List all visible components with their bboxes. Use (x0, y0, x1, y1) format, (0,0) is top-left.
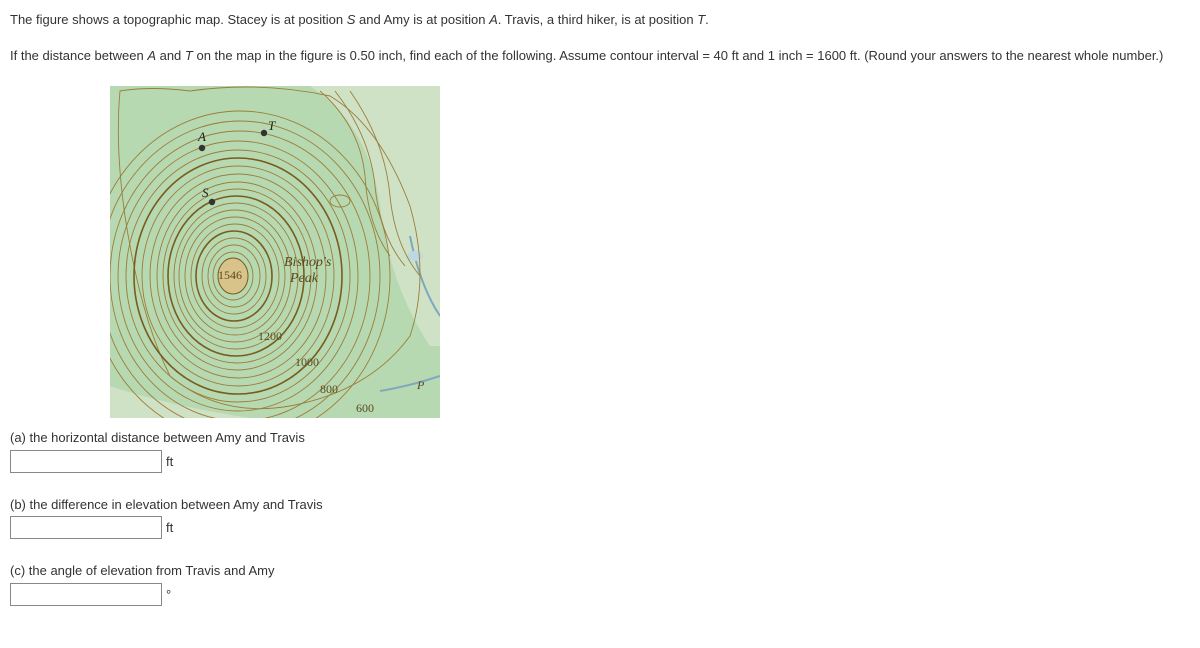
text: If the distance between (10, 48, 147, 63)
question-c: (c) the angle of elevation from Travis a… (10, 561, 1190, 606)
questions: (a) the horizontal distance between Amy … (10, 428, 1190, 606)
map-svg: A S T P 1546 Bishop's Peak 1200 1000 800… (110, 86, 440, 418)
answer-input-c[interactable] (10, 583, 162, 606)
label-1200: 1200 (258, 329, 282, 343)
text: . (705, 12, 709, 27)
var-A: A (489, 12, 498, 27)
label-1000: 1000 (295, 355, 319, 369)
label-A: A (197, 129, 206, 144)
label-800: 800 (320, 382, 338, 396)
label-600: 600 (356, 401, 374, 415)
label-1546: 1546 (218, 268, 242, 282)
intro-paragraph-1: The figure shows a topographic map. Stac… (10, 10, 1190, 30)
question-b: (b) the difference in elevation between … (10, 495, 1190, 540)
question-b-text: (b) the difference in elevation between … (10, 495, 1190, 515)
text: and Amy is at position (355, 12, 489, 27)
var-T: T (185, 48, 193, 63)
label-P: P (416, 378, 425, 392)
question-page: The figure shows a topographic map. Stac… (0, 0, 1200, 648)
topographic-map: A S T P 1546 Bishop's Peak 1200 1000 800… (110, 86, 440, 418)
answer-row-c: ° (10, 583, 1190, 606)
unit-c: ° (166, 587, 171, 602)
label-T: T (268, 118, 276, 133)
label-peak: Peak (289, 271, 319, 286)
var-T: T (697, 12, 705, 27)
var-A: A (147, 48, 156, 63)
label-bishops: Bishop's (284, 255, 332, 270)
unit-b: ft (166, 520, 173, 535)
answer-row-b: ft (10, 516, 1190, 539)
text: . Travis, a third hiker, is at position (498, 12, 697, 27)
question-a: (a) the horizontal distance between Amy … (10, 428, 1190, 473)
text: The figure shows a topographic map. Stac… (10, 12, 347, 27)
question-a-text: (a) the horizontal distance between Amy … (10, 428, 1190, 448)
unit-a: ft (166, 454, 173, 469)
question-c-text: (c) the angle of elevation from Travis a… (10, 561, 1190, 581)
question-intro: The figure shows a topographic map. Stac… (10, 10, 1190, 66)
label-S: S (202, 185, 209, 200)
text: on the map in the figure is 0.50 inch, f… (193, 48, 1164, 63)
answer-input-b[interactable] (10, 516, 162, 539)
answer-row-a: ft (10, 450, 1190, 473)
intro-paragraph-2: If the distance between A and T on the m… (10, 46, 1190, 66)
text: and (156, 48, 185, 63)
answer-input-a[interactable] (10, 450, 162, 473)
